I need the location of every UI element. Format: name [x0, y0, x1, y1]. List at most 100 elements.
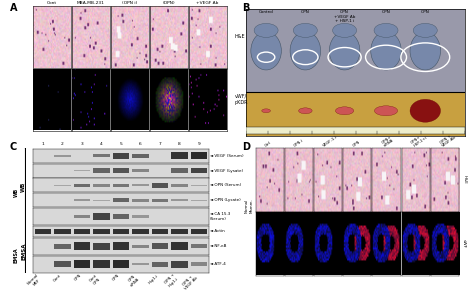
- Text: EMSA: EMSA: [14, 247, 19, 263]
- Title: Cont: Cont: [47, 1, 57, 5]
- Text: Control: Control: [259, 10, 273, 14]
- Ellipse shape: [251, 32, 282, 70]
- Bar: [171, 199, 188, 201]
- Bar: [191, 168, 207, 173]
- Bar: [171, 261, 188, 268]
- Bar: [74, 184, 90, 187]
- Text: 9: 9: [198, 142, 200, 146]
- Title: OPN +
VEGF-Ab: OPN + VEGF-Ab: [439, 132, 458, 148]
- Bar: [93, 168, 109, 173]
- Bar: [93, 213, 109, 220]
- Bar: [171, 153, 188, 159]
- Bar: [171, 168, 188, 173]
- Text: Normal
MEF: Normal MEF: [27, 273, 43, 289]
- Text: A: A: [9, 3, 17, 13]
- Title: OPN+
siRNA: OPN+ siRNA: [381, 135, 395, 148]
- Bar: [191, 244, 207, 249]
- Text: ◄ OPN (Lysate): ◄ OPN (Lysate): [210, 198, 240, 202]
- Circle shape: [254, 23, 278, 37]
- Text: D: D: [242, 142, 250, 152]
- Text: OPN: OPN: [382, 10, 391, 14]
- Circle shape: [333, 23, 356, 37]
- Text: OPN +
VEGF Ab: OPN + VEGF Ab: [181, 273, 199, 290]
- Title: VEGF-1-i: VEGF-1-i: [323, 135, 339, 148]
- Text: ◄ OPN (Serum): ◄ OPN (Serum): [210, 184, 241, 187]
- Bar: [54, 229, 71, 234]
- Bar: [132, 154, 148, 158]
- Text: 7: 7: [158, 142, 161, 146]
- Text: ◄ NF-κB: ◄ NF-κB: [210, 244, 226, 248]
- Ellipse shape: [299, 108, 312, 114]
- Text: 2: 2: [61, 142, 64, 146]
- Bar: [132, 229, 148, 234]
- Text: H&E: H&E: [462, 175, 466, 184]
- Text: OPN: OPN: [112, 273, 121, 282]
- Bar: [191, 185, 207, 186]
- Bar: [191, 200, 207, 201]
- Text: EMSA: EMSA: [21, 242, 26, 260]
- Ellipse shape: [410, 32, 440, 70]
- Bar: [132, 263, 148, 265]
- Bar: [54, 244, 71, 249]
- Bar: [113, 214, 129, 219]
- Title: CM MBA
MB-231 (OPN)+
+VEGF Ab: CM MBA MB-231 (OPN)+ +VEGF Ab: [191, 0, 225, 5]
- Bar: [74, 260, 90, 268]
- Text: Hsp1-i: Hsp1-i: [148, 273, 160, 285]
- Bar: [54, 155, 71, 157]
- Bar: [54, 185, 71, 186]
- Bar: [191, 262, 207, 266]
- Text: OPN: OPN: [301, 10, 310, 14]
- Bar: [132, 215, 148, 218]
- Text: ◄ VEGF (Lysate): ◄ VEGF (Lysate): [210, 168, 243, 173]
- Text: H&E: H&E: [235, 35, 245, 39]
- Title: OPN+
HSP-1+i: OPN+ HSP-1+i: [410, 132, 428, 148]
- Bar: [74, 242, 90, 250]
- Text: 5: 5: [119, 142, 122, 146]
- Bar: [74, 229, 90, 234]
- Bar: [113, 153, 129, 159]
- Bar: [93, 229, 109, 234]
- Text: 4: 4: [100, 142, 103, 146]
- Bar: [171, 229, 188, 234]
- Text: ◄ Actin: ◄ Actin: [210, 229, 224, 233]
- Ellipse shape: [262, 109, 271, 113]
- Bar: [113, 242, 129, 250]
- Bar: [93, 243, 109, 250]
- Text: B: B: [242, 3, 249, 13]
- Text: 1: 1: [42, 142, 44, 146]
- Bar: [191, 152, 207, 159]
- Circle shape: [413, 23, 437, 37]
- Text: WB: WB: [21, 182, 26, 192]
- Ellipse shape: [371, 32, 401, 70]
- Title: Ctrl: Ctrl: [264, 141, 273, 148]
- Text: vWF: vWF: [462, 239, 466, 248]
- Bar: [93, 154, 109, 157]
- Title: OPN-i: OPN-i: [293, 139, 305, 148]
- Bar: [113, 229, 129, 234]
- Bar: [171, 242, 188, 250]
- Bar: [113, 198, 129, 202]
- Text: 6: 6: [139, 142, 142, 146]
- Bar: [132, 199, 148, 202]
- Bar: [152, 243, 168, 249]
- Bar: [93, 184, 109, 187]
- Text: ◄ ATF-4: ◄ ATF-4: [210, 262, 225, 266]
- Ellipse shape: [336, 107, 354, 115]
- Text: OPN: OPN: [73, 273, 82, 282]
- Ellipse shape: [329, 32, 360, 70]
- Bar: [246, 92, 465, 136]
- Circle shape: [374, 23, 398, 37]
- Text: OPN
+VEGF Ab
+ HSP-1 i: OPN +VEGF Ab + HSP-1 i: [334, 10, 356, 23]
- Bar: [113, 168, 129, 173]
- Text: ◄ VEGF (Serum): ◄ VEGF (Serum): [210, 154, 243, 158]
- Bar: [152, 262, 168, 267]
- Text: WB: WB: [14, 188, 19, 197]
- Bar: [191, 229, 207, 234]
- Bar: [132, 169, 148, 172]
- Bar: [74, 170, 90, 171]
- Bar: [93, 200, 109, 201]
- Bar: [74, 215, 90, 218]
- Bar: [246, 127, 465, 134]
- Ellipse shape: [374, 106, 398, 116]
- Title: CM MBA
MB-231
(OPN): CM MBA MB-231 (OPN): [160, 0, 178, 5]
